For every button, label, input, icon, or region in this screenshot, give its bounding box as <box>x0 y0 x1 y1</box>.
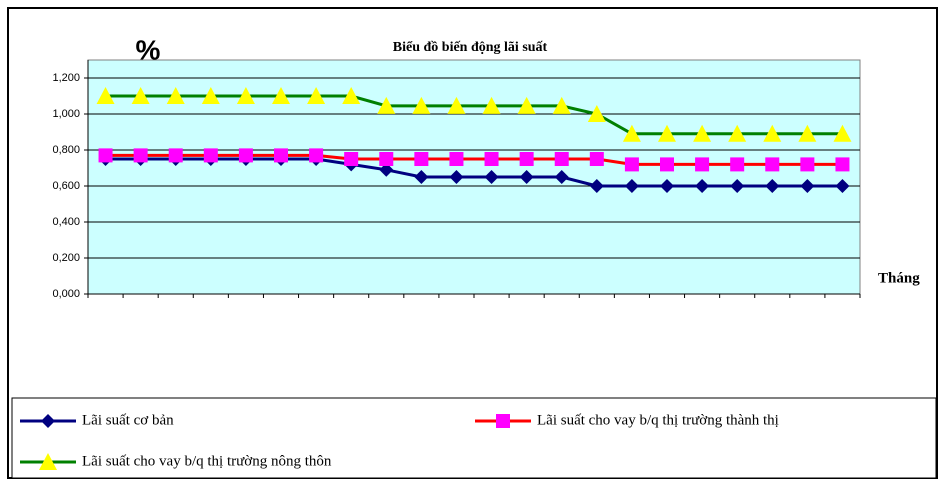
point <box>379 152 394 166</box>
point <box>307 87 326 104</box>
point <box>587 105 606 122</box>
point <box>624 157 639 172</box>
point <box>238 148 253 163</box>
point <box>835 179 850 193</box>
point <box>660 157 674 172</box>
point <box>730 179 745 193</box>
point <box>412 96 431 114</box>
point <box>835 157 850 172</box>
point <box>695 157 710 172</box>
point <box>131 87 150 104</box>
y-axis-label: % <box>136 34 161 65</box>
y-tick-label: 0,600 <box>52 180 80 192</box>
point <box>554 152 569 166</box>
point <box>554 170 569 184</box>
point <box>344 152 359 166</box>
point <box>272 87 290 104</box>
y-tick-label: 1,200 <box>52 72 80 84</box>
point <box>96 87 115 104</box>
point <box>98 148 113 163</box>
point <box>833 124 852 142</box>
point <box>274 148 288 163</box>
point <box>660 179 674 193</box>
legend-marker <box>39 453 57 470</box>
point <box>728 124 747 142</box>
point <box>377 96 396 114</box>
point <box>168 148 183 163</box>
point <box>800 157 815 172</box>
point <box>622 124 641 142</box>
y-tick-label: 0,000 <box>52 288 80 300</box>
point <box>552 96 571 114</box>
y-tick-label: 0,200 <box>52 252 80 264</box>
point <box>201 87 220 104</box>
legend-marker <box>496 414 510 428</box>
point <box>519 152 534 166</box>
point <box>800 179 815 193</box>
point <box>236 87 255 104</box>
point <box>765 179 780 193</box>
point <box>449 170 464 184</box>
point <box>519 170 534 184</box>
series-line <box>105 153 843 166</box>
y-tick-label: 0,400 <box>52 216 80 228</box>
point <box>798 124 817 142</box>
point <box>449 152 464 166</box>
point <box>589 179 604 193</box>
point <box>695 179 710 193</box>
legend-label: Lãi suất cho vay b/q thị trường thành th… <box>537 412 779 428</box>
point <box>484 170 499 184</box>
series-line <box>105 94 843 136</box>
point <box>447 96 466 114</box>
point <box>133 148 148 163</box>
point <box>482 96 501 114</box>
legend-label: Lãi suất cơ bản <box>82 412 174 428</box>
point <box>484 152 499 166</box>
legend-label: Lãi suất cho vay b/q thị trường nông thô… <box>82 453 332 469</box>
y-tick-label: 0,800 <box>52 144 80 156</box>
series-line <box>105 157 843 188</box>
series-markers <box>98 148 850 172</box>
y-tick-label: 1,000 <box>52 108 80 120</box>
point <box>693 124 712 142</box>
point <box>203 148 218 163</box>
point <box>763 124 782 142</box>
point <box>342 87 361 104</box>
point <box>166 87 185 104</box>
series-markers <box>96 87 852 142</box>
chart-title: Biểu đồ biến động lãi suất <box>393 40 548 55</box>
point <box>379 162 394 177</box>
point <box>730 157 745 172</box>
point <box>517 96 536 114</box>
point <box>309 148 324 163</box>
point <box>414 170 429 184</box>
point <box>658 124 676 142</box>
point <box>589 152 604 166</box>
point <box>414 152 429 166</box>
point <box>624 179 639 193</box>
legend <box>11 397 937 479</box>
legend-marker <box>41 414 55 428</box>
point <box>765 157 780 172</box>
x-axis-label: Tháng <box>878 270 920 286</box>
